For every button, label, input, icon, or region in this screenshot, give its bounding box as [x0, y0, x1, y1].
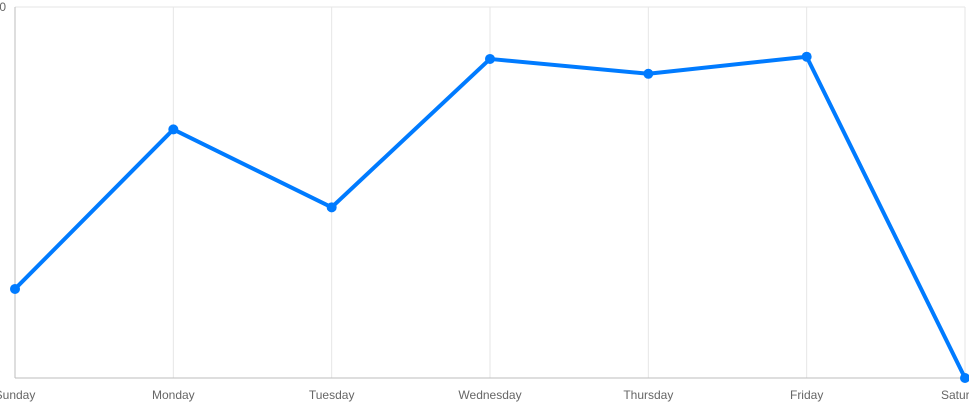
x-tick-label-monday: Monday: [152, 388, 195, 402]
data-point-tuesday[interactable]: [326, 202, 337, 213]
x-tick-label-wednesday: Wednesday: [458, 388, 521, 402]
data-point-friday[interactable]: [801, 51, 812, 62]
x-tick-label-sunday: Sunday: [0, 388, 35, 402]
y-tick-label: 0: [0, 0, 6, 14]
series: [10, 51, 969, 383]
x-tick-label-friday: Friday: [790, 388, 823, 402]
x-tick-label-tuesday: Tuesday: [309, 388, 355, 402]
data-point-sunday[interactable]: [10, 283, 20, 294]
data-point-thursday[interactable]: [643, 68, 654, 79]
data-point-monday[interactable]: [168, 124, 179, 135]
data-point-wednesday[interactable]: [485, 53, 495, 64]
axes: [14, 7, 965, 379]
x-tick-label-saturday: Saturday: [941, 388, 969, 402]
data-point-saturday[interactable]: [960, 373, 969, 383]
x-tick-label-thursday: Thursday: [623, 388, 673, 402]
